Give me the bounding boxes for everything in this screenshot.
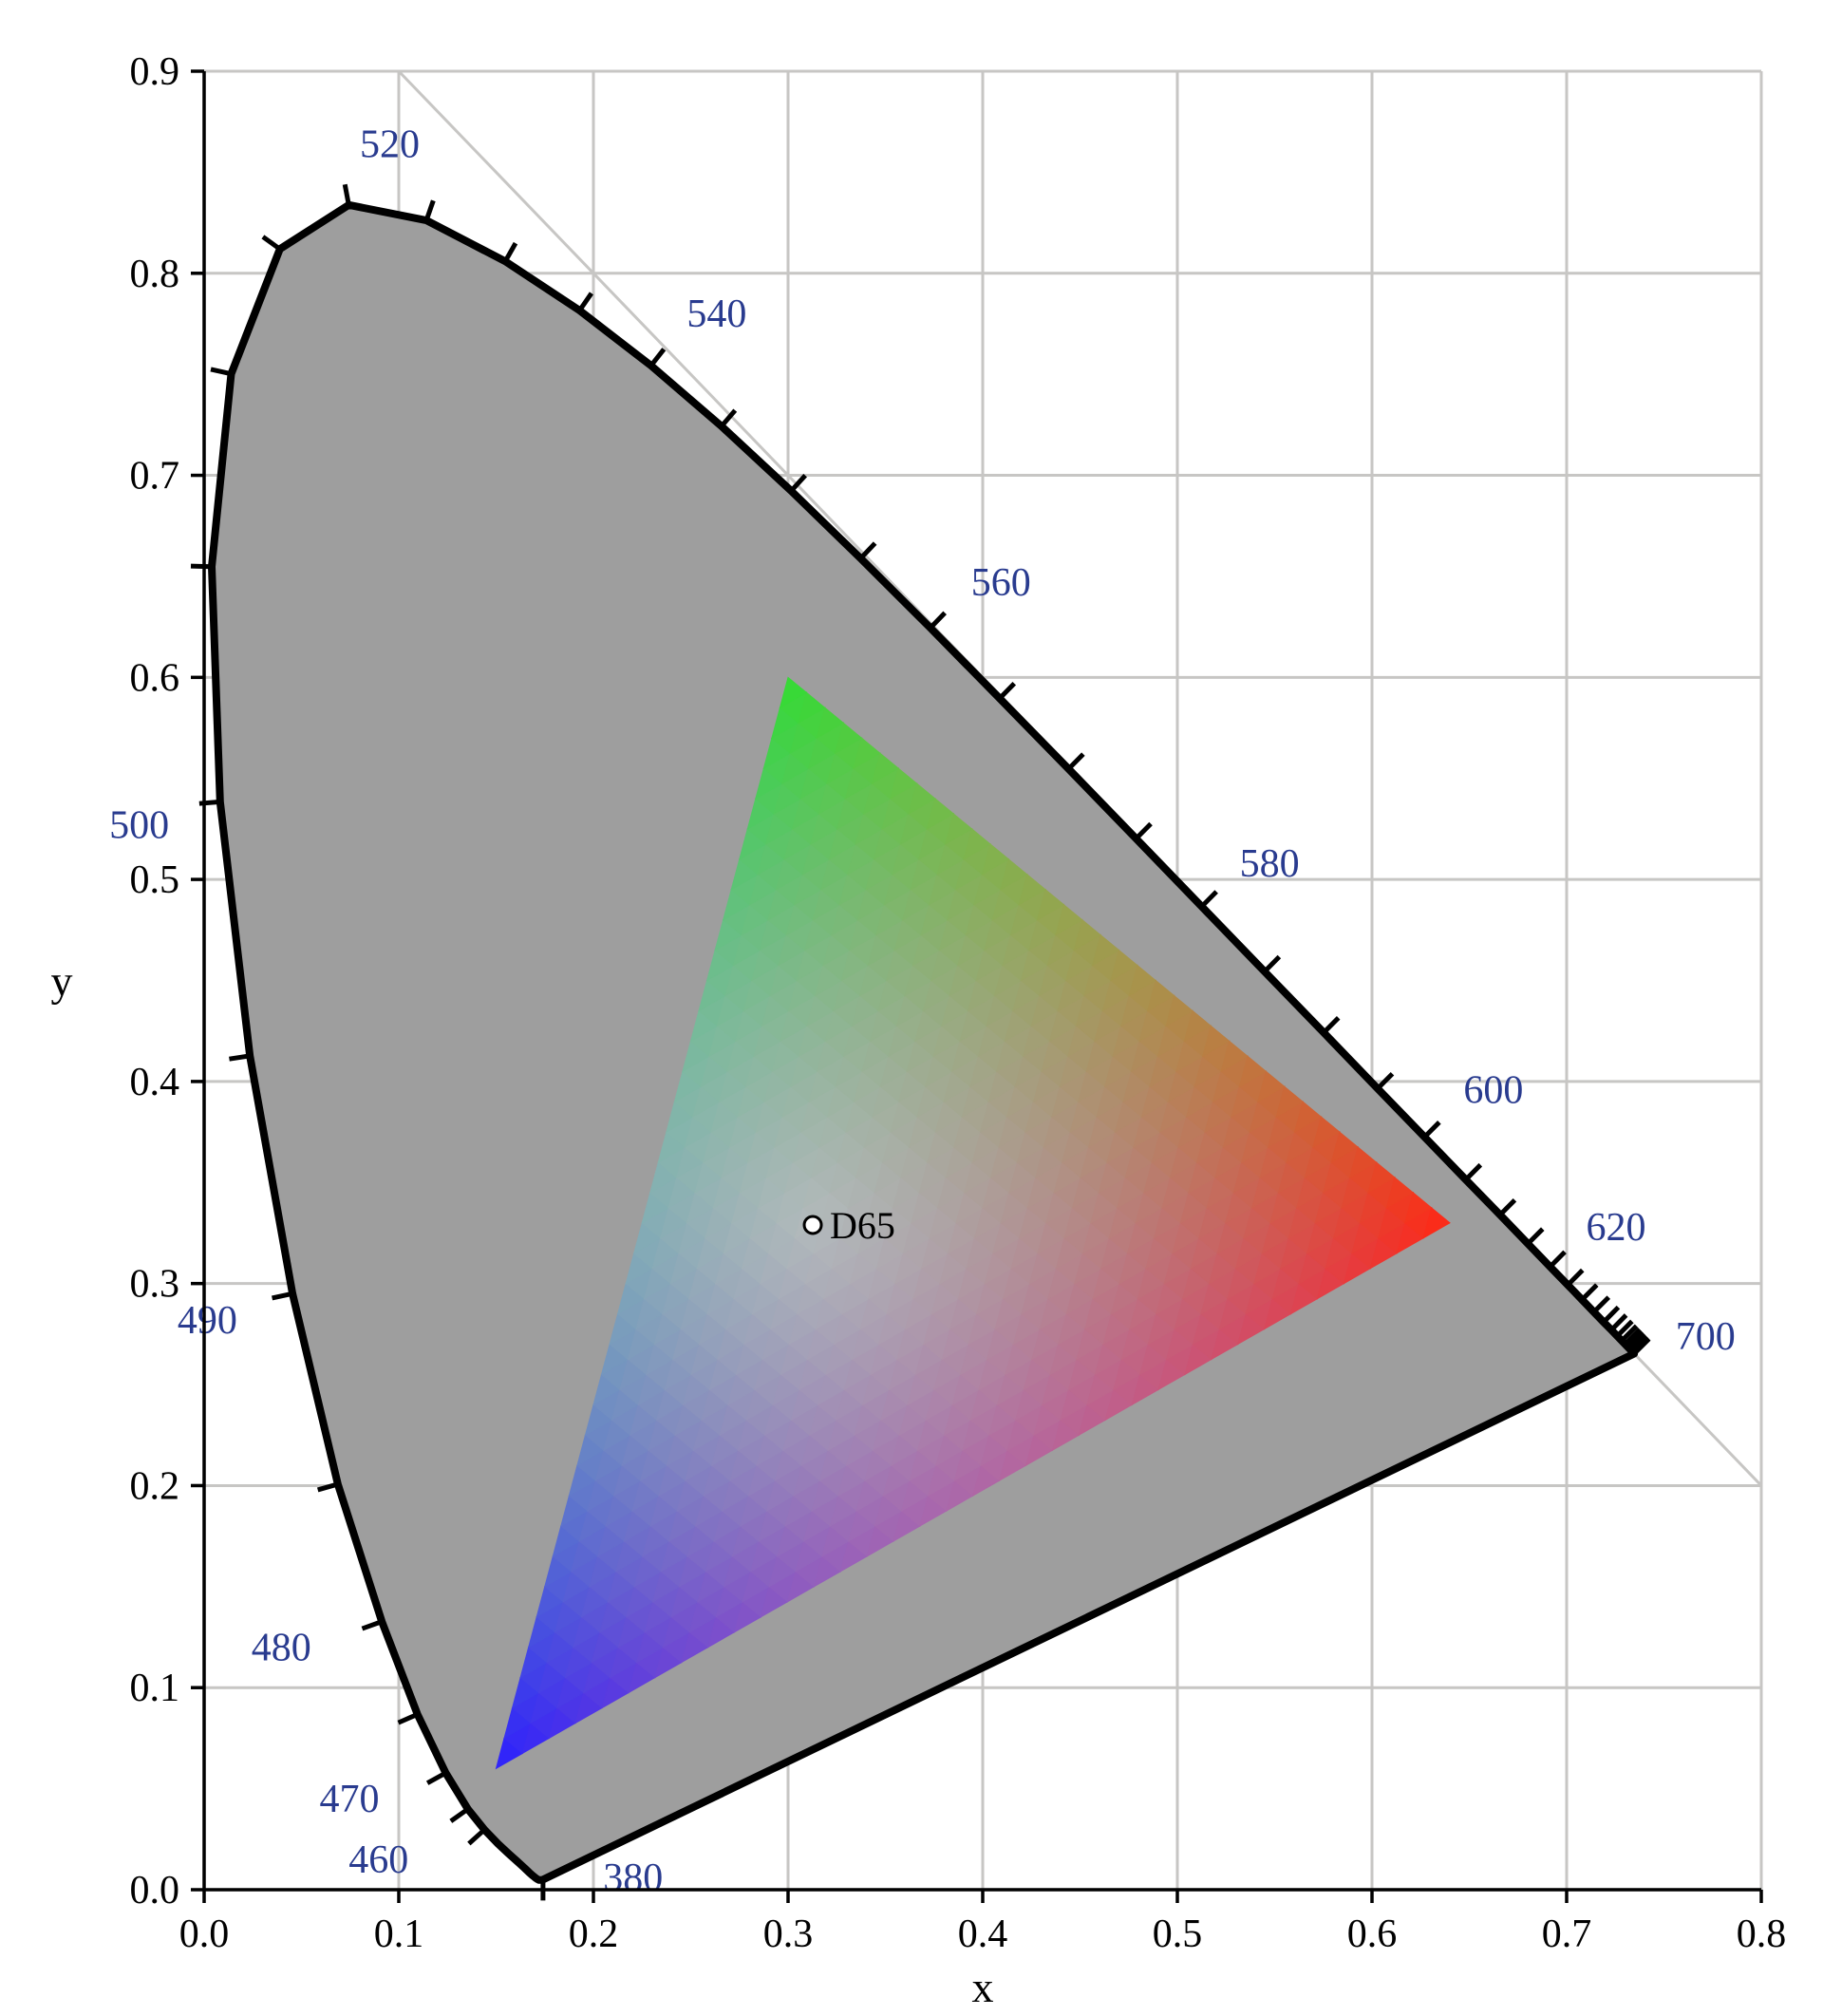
wavelength-label-460: 460 [348,1838,408,1882]
ytick-8: 0.8 [130,253,180,296]
wavelength-label-490: 490 [178,1299,237,1343]
ytick-5: 0.5 [130,858,180,902]
ytick-9: 0.9 [130,50,180,94]
xtick-3: 0.3 [763,1912,814,1956]
xtick-5: 0.5 [1153,1912,1203,1956]
ytick-4: 0.4 [130,1061,180,1104]
xtick-2: 0.2 [569,1912,619,1956]
ytick-6: 0.6 [130,656,180,700]
whitepoint-marker [804,1216,821,1234]
ytick-2: 0.2 [130,1464,180,1508]
whitepoint-label: D65 [830,1204,895,1247]
ytick-3: 0.3 [130,1263,180,1307]
xtick-7: 0.7 [1542,1912,1592,1956]
wavelength-label-700: 700 [1676,1315,1736,1359]
wavelength-label-480: 480 [252,1627,311,1670]
chromaticity-chart: 380 460 470 480 490 500 520 540 560 580 600 620 700 D… [0,0,1823,2016]
ytick-7: 0.7 [130,455,180,499]
wavelength-label-560: 560 [971,561,1031,605]
x-axis-label: x [972,1963,994,2011]
wavelength-label-600: 600 [1463,1068,1523,1112]
xtick-4: 0.4 [958,1912,1008,1956]
wavelength-label-520: 520 [360,122,420,166]
wavelength-label-500: 500 [109,804,169,848]
xtick-6: 0.6 [1347,1912,1398,1956]
wavelength-label-380: 380 [603,1856,663,1900]
wavelength-label-470: 470 [320,1778,380,1821]
xtick-1: 0.1 [374,1912,424,1956]
ytick-0: 0.0 [130,1869,180,1912]
wavelength-label-540: 540 [686,292,746,336]
xtick-8: 0.8 [1737,1912,1787,1956]
ytick-1: 0.1 [130,1667,180,1710]
wavelength-label-580: 580 [1240,842,1300,886]
wavelength-label-620: 620 [1587,1206,1646,1250]
xtick-0: 0.0 [179,1912,230,1956]
y-axis-label: y [51,957,73,1006]
